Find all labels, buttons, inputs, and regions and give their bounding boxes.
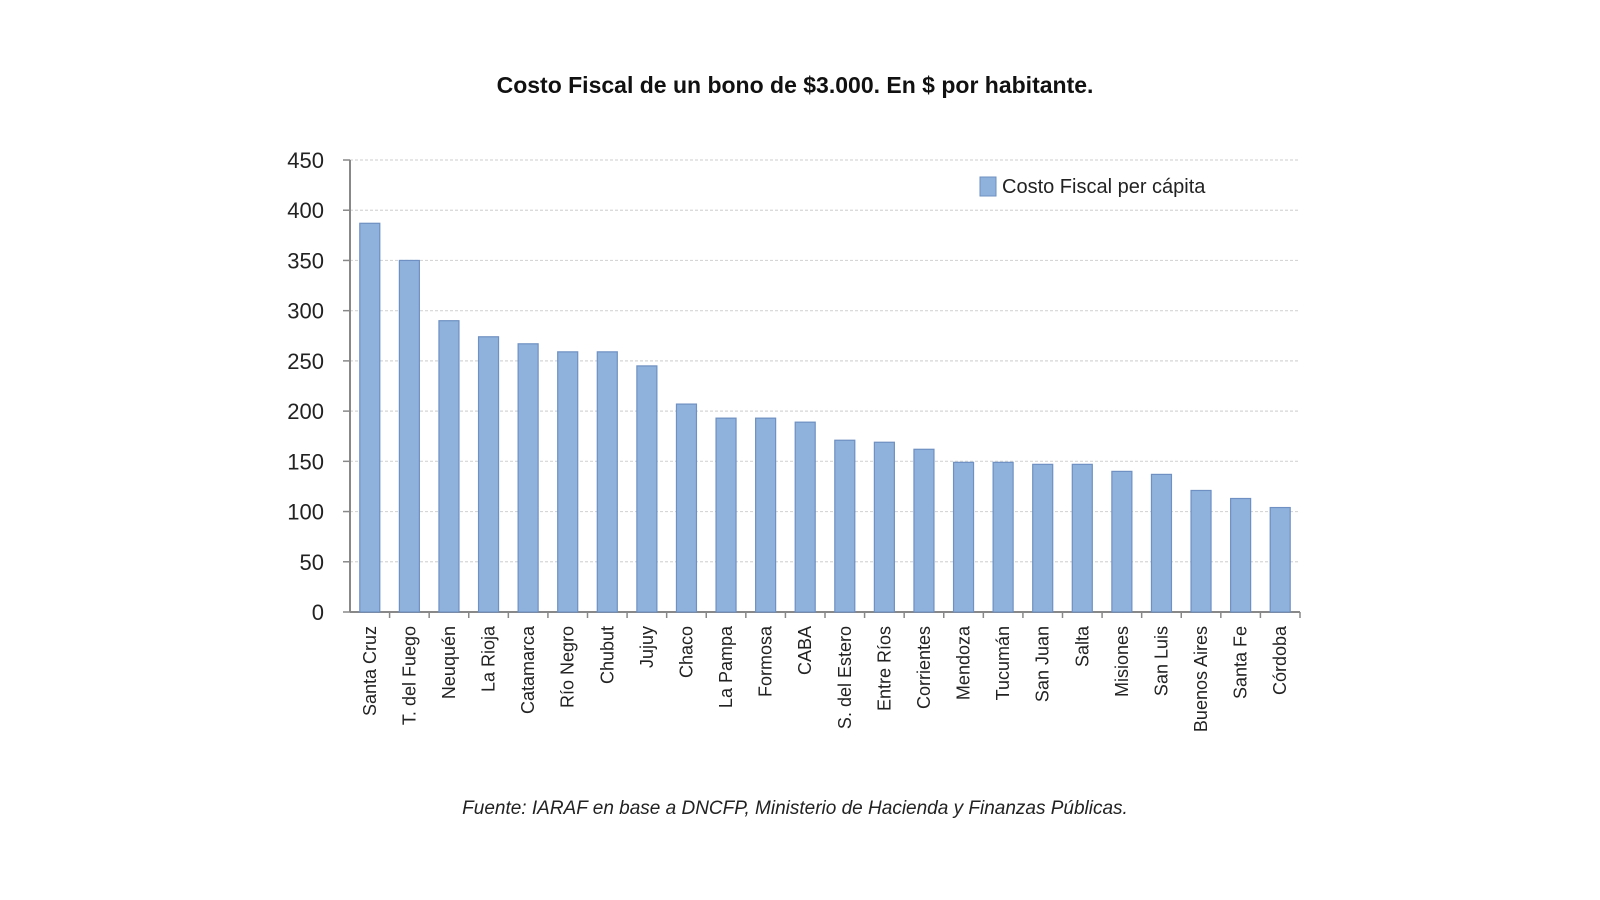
x-tick-label: CABA [795, 626, 815, 675]
y-tick-label: 0 [312, 600, 324, 625]
x-tick-label: Salta [1072, 625, 1092, 667]
legend-swatch [979, 176, 997, 197]
x-tick-label: La Pampa [716, 625, 736, 708]
bar [834, 439, 856, 613]
bar [1111, 470, 1133, 613]
x-tick-label: Formosa [756, 625, 776, 697]
bar [1150, 473, 1173, 613]
bar [1071, 463, 1093, 613]
x-tick-label: San Juan [1033, 626, 1053, 702]
x-tick-label: Córdoba [1270, 625, 1290, 695]
x-tick-label: Tucumán [993, 626, 1013, 700]
bar [992, 461, 1014, 613]
x-tick-label: Santa Fe [1231, 626, 1251, 699]
bar [952, 461, 975, 613]
bar [913, 448, 935, 613]
x-tick-label: Chubut [597, 626, 617, 684]
y-tick-label: 150 [287, 449, 324, 474]
x-tick-label: Chaco [676, 626, 696, 678]
x-tick-label: Misiones [1112, 626, 1132, 697]
y-tick-label: 350 [287, 248, 324, 273]
bar [398, 259, 420, 613]
bar [1269, 506, 1291, 613]
bar [636, 365, 658, 613]
bar [557, 351, 579, 613]
x-tick-label: Entre Ríos [874, 626, 894, 711]
y-tick-label: 100 [287, 500, 324, 525]
y-tick-label: 300 [287, 299, 324, 324]
bar [1190, 489, 1212, 613]
bar [596, 351, 618, 613]
y-tick-label: 250 [287, 349, 324, 374]
bar [1230, 497, 1252, 613]
y-tick-label: 400 [287, 198, 324, 223]
legend-label: Costo Fiscal per cápita [1002, 176, 1206, 198]
bar [755, 417, 777, 613]
x-tick-label: Río Negro [558, 626, 578, 708]
x-tick-label: S. del Estero [835, 626, 855, 729]
x-tick-label: T. del Fuego [399, 626, 419, 725]
x-tick-label: Santa Cruz [360, 626, 380, 716]
x-tick-label: Catamarca [518, 625, 538, 714]
x-tick-label: Buenos Aires [1191, 626, 1211, 732]
y-tick-label: 450 [287, 148, 324, 173]
bar [517, 343, 539, 613]
bar [873, 441, 895, 613]
y-tick-label: 200 [287, 399, 324, 424]
x-tick-label: Neuquén [439, 626, 459, 699]
bar [794, 421, 816, 613]
x-tick-label: La Rioja [479, 625, 499, 692]
x-tick-label: San Luis [1151, 626, 1171, 696]
bar [359, 222, 381, 613]
bar [1032, 463, 1054, 613]
bar [715, 417, 737, 613]
x-tick-label: Corrientes [914, 626, 934, 709]
bar [438, 320, 460, 613]
y-tick-label: 50 [300, 550, 324, 575]
chart-title: Costo Fiscal de un bono de $3.000. En $ … [496, 72, 1094, 98]
x-tick-label: Jujuy [637, 626, 657, 668]
source-note: Fuente: IARAF en base a DNCFP, Ministeri… [462, 798, 1128, 819]
x-tick-label: Mendoza [954, 625, 974, 700]
bar [477, 336, 500, 613]
bar [675, 403, 698, 613]
